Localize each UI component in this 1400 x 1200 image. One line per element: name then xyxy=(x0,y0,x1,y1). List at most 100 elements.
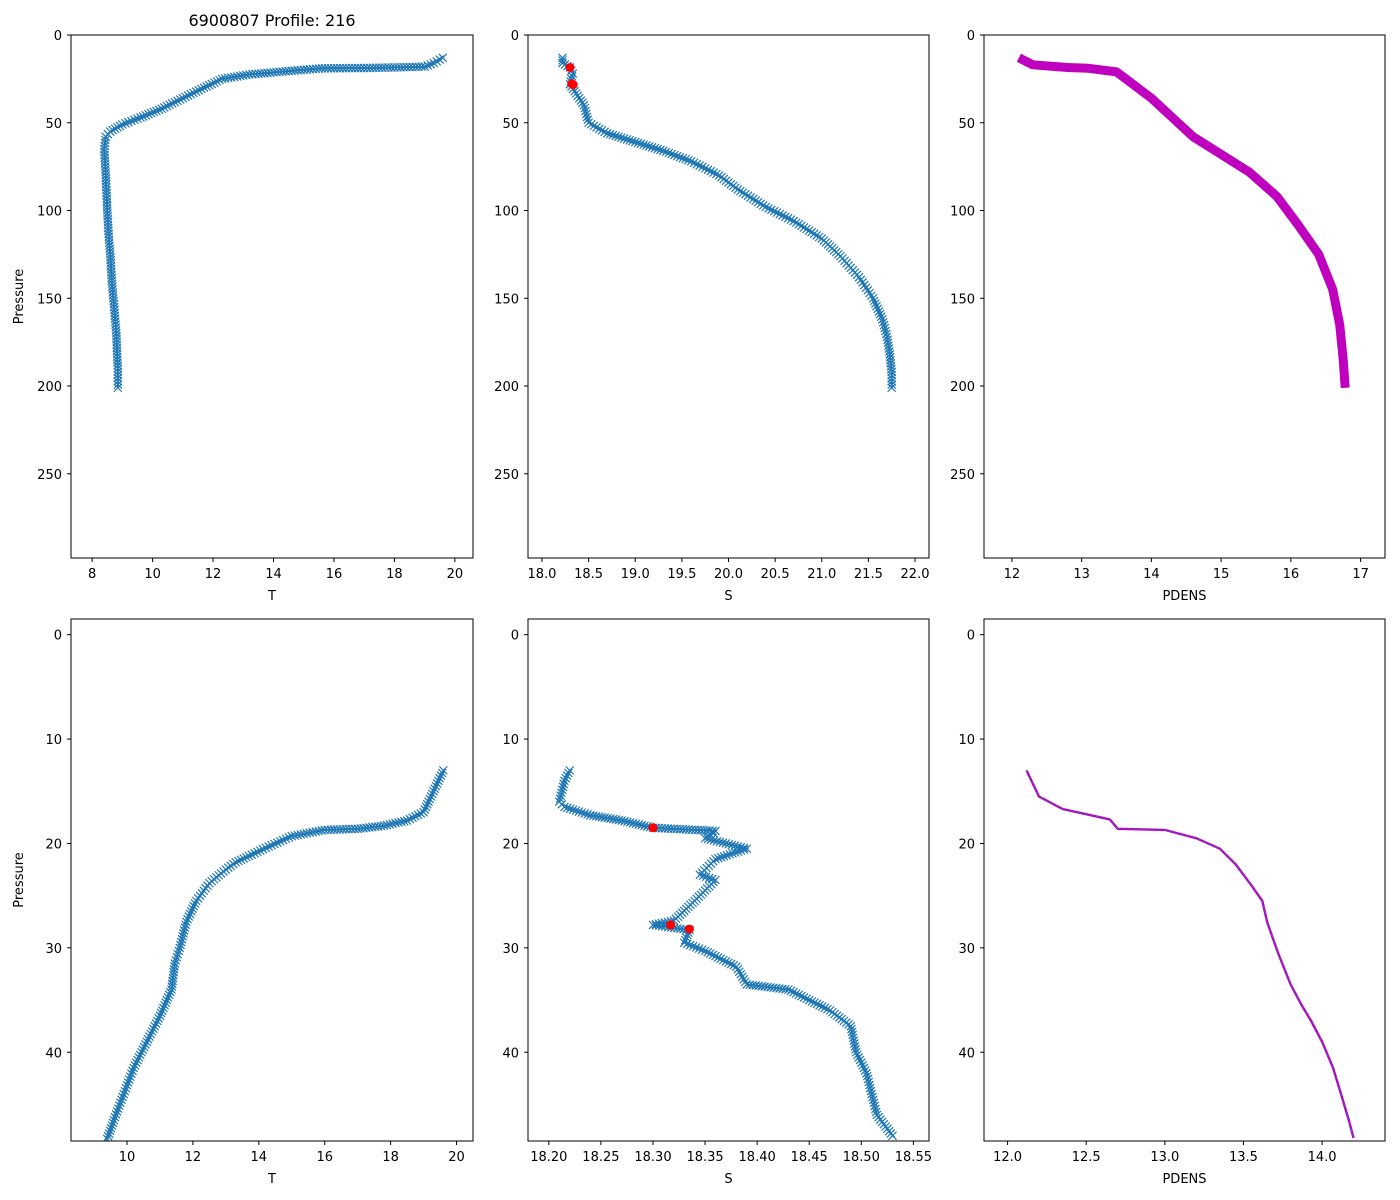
data-point-marker xyxy=(703,834,713,844)
subplot-S_full: 18.0 18.5 19.0 19.5 20.0 20.5 21.0 21.5 22.0 0 50 1… xyxy=(494,29,930,604)
data-point-marker xyxy=(856,1058,866,1068)
data-point-marker xyxy=(709,168,719,178)
y-tick-label: 150 xyxy=(37,292,62,307)
data-point-marker xyxy=(117,120,127,129)
plot-area-T_zoom xyxy=(102,765,448,1141)
data-point-marker xyxy=(135,1050,145,1060)
data-point-marker xyxy=(887,367,897,377)
data-point-marker xyxy=(122,1080,132,1090)
data-point-marker xyxy=(116,1098,125,1108)
data-point-marker xyxy=(733,185,743,194)
data-point-marker xyxy=(178,931,188,941)
data-point-marker xyxy=(713,953,723,962)
data-point-marker xyxy=(152,1016,162,1026)
plot-area-S_full xyxy=(558,53,897,393)
y-tick-label: 40 xyxy=(45,1046,62,1061)
data-point-marker xyxy=(772,208,782,218)
data-point-marker xyxy=(264,842,274,852)
data-point-marker xyxy=(141,110,151,120)
series-markers-T_full xyxy=(99,53,448,393)
data-point-marker xyxy=(207,79,217,89)
data-point-marker xyxy=(127,116,136,126)
data-point-marker xyxy=(396,817,406,827)
data-point-marker xyxy=(807,996,817,1006)
data-point-marker xyxy=(705,949,715,959)
x-tick-label: 18.55 xyxy=(895,1150,932,1165)
y-tick-label: 0 xyxy=(54,629,62,644)
data-point-marker xyxy=(758,200,768,210)
data-point-marker xyxy=(556,791,566,801)
data-point-marker xyxy=(163,993,173,1002)
data-point-marker xyxy=(887,377,897,386)
data-point-marker xyxy=(113,364,123,373)
data-point-marker xyxy=(859,280,869,290)
y-tick-label: 30 xyxy=(502,942,519,957)
data-point-marker xyxy=(394,818,403,827)
x-axis-label: S xyxy=(724,1172,732,1187)
data-point-marker xyxy=(580,808,590,818)
data-point-marker xyxy=(669,150,679,160)
data-point-marker xyxy=(239,854,249,863)
data-point-marker xyxy=(741,189,750,199)
data-point-marker xyxy=(815,1000,825,1010)
data-point-marker xyxy=(270,839,279,849)
data-point-marker xyxy=(756,199,766,209)
data-point-marker xyxy=(431,781,441,791)
y-tick-label: 0 xyxy=(511,629,519,644)
data-point-marker xyxy=(685,940,695,950)
data-point-marker xyxy=(290,831,300,841)
data-point-marker xyxy=(164,990,174,1000)
data-point-marker xyxy=(872,301,881,311)
data-point-marker xyxy=(697,945,707,955)
data-point-marker xyxy=(791,989,801,998)
data-point-marker xyxy=(121,1083,131,1093)
data-point-marker xyxy=(780,212,790,222)
data-point-marker xyxy=(113,376,123,386)
data-point-marker xyxy=(138,111,148,121)
data-point-marker xyxy=(250,848,260,858)
data-point-marker xyxy=(405,814,415,824)
data-point-marker xyxy=(562,771,572,781)
x-tick-label: 12.5 xyxy=(1072,1150,1101,1165)
data-point-marker xyxy=(167,99,177,108)
data-point-marker xyxy=(108,1118,118,1128)
data-point-marker xyxy=(617,816,627,825)
data-point-marker xyxy=(786,215,796,225)
data-point-marker xyxy=(888,1131,897,1141)
y-tick-label: 10 xyxy=(45,733,62,748)
data-point-marker xyxy=(866,1086,876,1096)
data-point-marker xyxy=(278,835,288,845)
x-axis-label: PDENS xyxy=(1162,1172,1206,1187)
data-point-marker xyxy=(115,121,125,131)
x-tick-label: 20.0 xyxy=(714,567,743,582)
data-point-marker xyxy=(870,299,880,308)
y-tick-label: 150 xyxy=(950,292,975,307)
data-point-marker xyxy=(862,1068,871,1078)
data-point-marker xyxy=(709,836,719,845)
x-tick-label: 15 xyxy=(1213,567,1230,582)
data-point-marker xyxy=(712,836,722,846)
series-centerline-PDENS_full xyxy=(1018,57,1346,388)
y-tick-label: 10 xyxy=(502,733,519,748)
data-point-marker xyxy=(739,845,749,855)
data-point-marker xyxy=(577,808,587,817)
data-point-marker xyxy=(113,1104,123,1113)
data-point-marker xyxy=(639,140,649,150)
data-point-marker xyxy=(422,799,432,809)
data-point-marker xyxy=(181,917,191,927)
data-point-marker xyxy=(220,73,230,83)
data-point-marker xyxy=(558,782,568,792)
data-point-marker xyxy=(616,133,626,143)
data-point-marker xyxy=(123,1077,133,1087)
data-point-marker xyxy=(128,1066,137,1076)
y-tick-label: 100 xyxy=(950,205,975,220)
data-point-marker xyxy=(175,95,185,104)
x-tick-label: 19.0 xyxy=(621,567,650,582)
data-point-marker xyxy=(272,838,282,848)
data-point-marker xyxy=(134,1053,144,1062)
data-point-marker xyxy=(794,990,804,1000)
data-point-marker xyxy=(862,1071,872,1081)
y-tick-label: 30 xyxy=(958,942,975,957)
data-point-marker xyxy=(160,1000,170,1010)
